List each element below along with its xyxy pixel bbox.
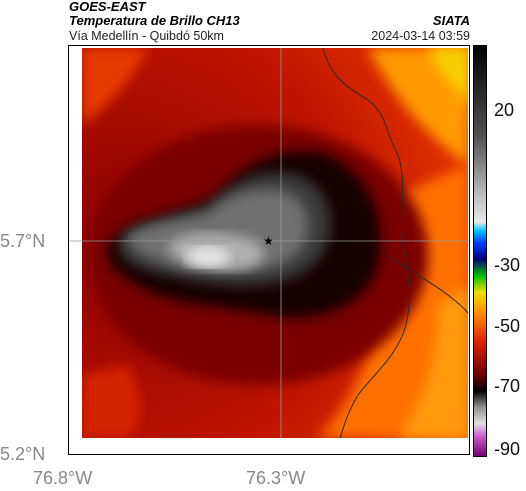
colorbar-tick-label: -90	[494, 439, 521, 459]
colorbar-tick-label: -50	[494, 316, 521, 336]
boundary-line-2	[385, 254, 469, 314]
product-title: Temperatura de Brillo CH13	[69, 13, 240, 28]
temperature-field	[68, 45, 470, 455]
x-tick-label: 76.3°W	[246, 468, 306, 488]
datetime-label: 2024-03-14 03:59	[371, 29, 470, 43]
boundary-line	[322, 47, 410, 439]
organization-label: SIATA	[432, 13, 470, 28]
y-tick-label: 5.7°N	[0, 231, 46, 251]
location-star-icon: ★	[263, 234, 274, 248]
colorbar-tick-label: -30	[494, 255, 521, 275]
y-tick-label: 5.2°N	[0, 444, 46, 464]
colorbar-tick-label: -70	[494, 376, 521, 396]
colorbar	[473, 45, 487, 457]
region-label: Vía Medellín - Quibdó 50km	[69, 29, 224, 43]
x-tick-label: 76.8°W	[33, 468, 93, 488]
satellite-name: GOES-EAST	[69, 0, 146, 14]
colorbar-tick-label: 20	[494, 100, 515, 120]
brightness-temperature-map: ★	[68, 45, 470, 455]
